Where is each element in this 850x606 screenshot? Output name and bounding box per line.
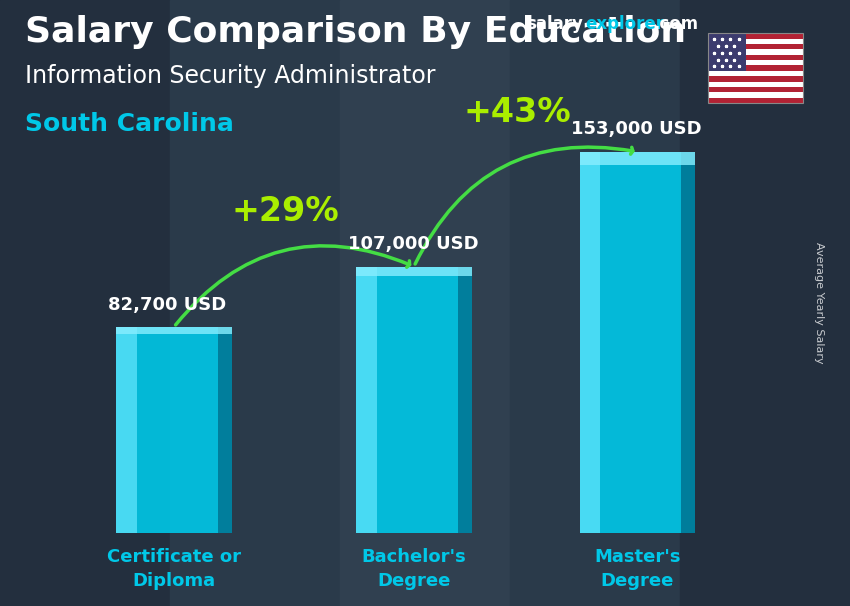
FancyBboxPatch shape bbox=[116, 327, 137, 533]
Text: Master's
Degree: Master's Degree bbox=[594, 548, 681, 590]
Text: +43%: +43% bbox=[463, 96, 571, 128]
Text: +29%: +29% bbox=[232, 196, 339, 228]
FancyBboxPatch shape bbox=[708, 44, 803, 50]
FancyBboxPatch shape bbox=[708, 33, 803, 39]
Text: .com: .com bbox=[653, 15, 699, 33]
Text: Certificate or
Diploma: Certificate or Diploma bbox=[107, 548, 241, 590]
FancyBboxPatch shape bbox=[708, 76, 803, 82]
FancyBboxPatch shape bbox=[580, 152, 600, 533]
Text: 153,000 USD: 153,000 USD bbox=[571, 121, 702, 139]
FancyBboxPatch shape bbox=[682, 152, 695, 533]
FancyBboxPatch shape bbox=[708, 87, 803, 92]
FancyBboxPatch shape bbox=[708, 71, 803, 76]
FancyBboxPatch shape bbox=[458, 267, 472, 533]
FancyBboxPatch shape bbox=[218, 327, 232, 533]
FancyBboxPatch shape bbox=[356, 267, 377, 533]
Text: 82,700 USD: 82,700 USD bbox=[108, 296, 226, 314]
Text: South Carolina: South Carolina bbox=[25, 112, 234, 136]
Text: Bachelor's
Degree: Bachelor's Degree bbox=[361, 548, 467, 590]
Text: Average Yearly Salary: Average Yearly Salary bbox=[813, 242, 824, 364]
Text: Information Security Administrator: Information Security Administrator bbox=[25, 64, 435, 88]
FancyBboxPatch shape bbox=[356, 267, 472, 533]
FancyBboxPatch shape bbox=[708, 65, 803, 71]
Text: explorer: explorer bbox=[586, 15, 665, 33]
FancyBboxPatch shape bbox=[708, 33, 746, 71]
FancyBboxPatch shape bbox=[708, 82, 803, 87]
FancyBboxPatch shape bbox=[708, 50, 803, 55]
FancyBboxPatch shape bbox=[708, 92, 803, 98]
FancyBboxPatch shape bbox=[116, 327, 232, 533]
FancyBboxPatch shape bbox=[708, 98, 803, 103]
Text: 107,000 USD: 107,000 USD bbox=[348, 235, 479, 253]
Text: salary: salary bbox=[525, 15, 582, 33]
Text: Salary Comparison By Education: Salary Comparison By Education bbox=[25, 15, 686, 49]
FancyBboxPatch shape bbox=[580, 152, 695, 533]
FancyBboxPatch shape bbox=[708, 55, 803, 60]
FancyBboxPatch shape bbox=[356, 267, 472, 276]
FancyBboxPatch shape bbox=[580, 152, 695, 165]
FancyBboxPatch shape bbox=[116, 327, 232, 335]
FancyBboxPatch shape bbox=[708, 60, 803, 65]
FancyBboxPatch shape bbox=[708, 39, 803, 44]
